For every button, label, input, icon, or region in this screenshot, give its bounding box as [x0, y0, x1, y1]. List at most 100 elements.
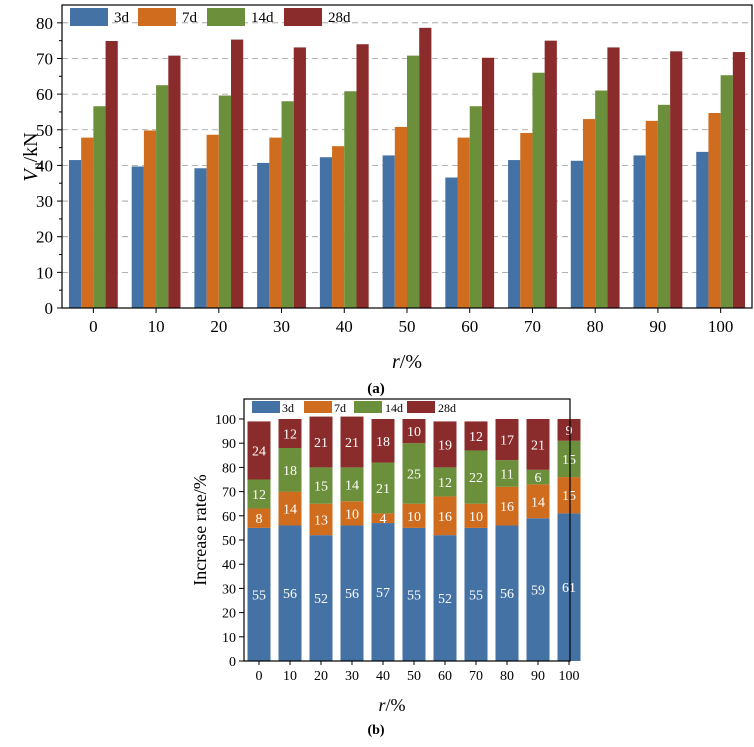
chart-a-bar-3d-r30 — [257, 162, 270, 308]
chart-a-bar-28d-r30 — [293, 47, 306, 309]
chart-a-bar-7d-r90 — [645, 120, 658, 309]
chart-b-data-label-3d-r60: 52 — [438, 592, 452, 607]
chart-b-bar-7d-r80 — [495, 486, 519, 526]
chart-a-bar-28d-r70 — [544, 40, 557, 308]
chart-b-data-label-7d-r90: 14 — [531, 495, 545, 510]
chart-a-bar-28d-r0 — [105, 41, 118, 308]
chart-a-bar-3d-r20 — [194, 168, 207, 308]
chart-a-x-ticks: 0 10 20 30 40 50 60 70 80 90 100 — [89, 308, 733, 336]
chart-a-bar-14d-r0 — [93, 106, 106, 309]
chart-a-xlabel-main: r — [392, 351, 400, 373]
chart-b-bar-7d-r50 — [402, 503, 426, 528]
chart-b-xtick-label: 20 — [314, 669, 328, 684]
chart-a-ytick-label: 70 — [36, 49, 53, 68]
chart-a-ytick-label: 80 — [36, 14, 53, 33]
chart-b-bar-3d-r80 — [495, 525, 519, 661]
chart-b-bar-28d-r100 — [557, 419, 581, 441]
chart-b-legend: 3d 7d 14d 28d — [252, 401, 456, 415]
chart-b-bar-14d-r100 — [557, 440, 581, 478]
chart-a-bar-7d-r50 — [394, 126, 407, 309]
chart-b-bar-7d-r100 — [557, 477, 581, 514]
chart-b-bar-14d-r50 — [402, 443, 426, 504]
chart-b-ytick-label: 90 — [222, 437, 236, 452]
chart-b-data-label-28d-r0: 24 — [252, 444, 266, 459]
chart-b-bar-3d-r10 — [278, 525, 302, 661]
chart-a-ylabel-unit: /kN — [20, 132, 42, 162]
chart-b-data-label-14d-r70: 22 — [469, 471, 483, 486]
chart-b-ytick-label: 0 — [229, 655, 236, 670]
chart-a-bar-7d-r10 — [143, 130, 157, 308]
chart-b-data-label-14d-r30: 14 — [345, 478, 359, 493]
chart-a-bar-14d-r60 — [469, 106, 482, 309]
chart-b-data-label-7d-r60: 16 — [438, 510, 452, 525]
chart-a-ytick-label: 60 — [36, 85, 53, 104]
chart-b-bar-14d-r30 — [340, 467, 364, 502]
chart-a-bar-28d-r90 — [670, 51, 683, 308]
chart-a-bar-28d-r80 — [607, 47, 620, 309]
chart-b-bar-14d-r90 — [526, 469, 550, 485]
legend-a-label-14d: 14d — [251, 10, 274, 26]
chart-b-data-label-14d-r40: 21 — [376, 482, 390, 497]
chart-b-data-label-14d-r60: 12 — [438, 476, 452, 491]
chart-b-ylabel: Increase rate/% — [190, 474, 210, 585]
chart-a-bar-7d-r0 — [81, 137, 94, 308]
chart-a-bar-3d-r100 — [696, 151, 709, 308]
chart-b-bars: 55 8 12 24 56 14 18 12 52 13 15 21 56 10 14 21 57 4 21 18 55… — [247, 416, 581, 661]
chart-a-bar-3d-r0 — [68, 160, 82, 308]
chart-a-ylabel-main: V — [20, 167, 42, 182]
chart-b-data-label-28d-r100: 9 — [566, 424, 573, 439]
chart-b-bar-7d-r0 — [247, 508, 271, 528]
chart-b-bar-7d-r40 — [371, 513, 395, 524]
chart-a-ytick-label: 50 — [36, 121, 53, 140]
chart-b-data-label-7d-r40: 4 — [380, 512, 387, 527]
chart-a-bar-14d-r70 — [532, 72, 545, 309]
chart-a-bar-14d-r20 — [218, 95, 232, 309]
chart-b-data-label-28d-r20: 21 — [314, 436, 328, 451]
legend-a-label-7d: 7d — [182, 10, 198, 26]
chart-b-data-label-7d-r30: 10 — [345, 507, 359, 522]
chart-b-ytick-label: 80 — [222, 461, 236, 476]
chart-b-bar-3d-r0 — [247, 527, 271, 661]
chart-b-data-label-28d-r70: 12 — [469, 430, 483, 445]
chart-b-bar-3d-r30 — [340, 525, 364, 661]
caption-b: (b) — [367, 723, 384, 738]
chart-b-xtick-label: 90 — [531, 669, 545, 684]
chart-b-bar-7d-r20 — [309, 503, 333, 536]
chart-b-bar-3d-r70 — [464, 527, 488, 661]
chart-b-data-label-14d-r100: 15 — [562, 453, 576, 468]
chart-b-bar-28d-r20 — [309, 416, 333, 468]
chart-b-bar-7d-r70 — [464, 503, 488, 528]
chart-b: 55 8 12 24 56 14 18 12 52 13 15 21 56 10 14 21 57 4 21 18 55… — [190, 398, 581, 738]
chart-a-bar-14d-r90 — [657, 104, 671, 308]
chart-a-xtick-label: 50 — [399, 317, 416, 336]
chart-b-data-label-3d-r100: 61 — [562, 581, 576, 596]
chart-b-bar-14d-r10 — [278, 448, 302, 492]
chart-b-data-label-14d-r80: 11 — [500, 467, 513, 482]
chart-a-bar-7d-r60 — [457, 137, 470, 308]
chart-b-data-label-14d-r0: 12 — [252, 488, 266, 503]
chart-b-xtick-label: 40 — [376, 669, 390, 684]
legend-a-swatch-28d — [284, 8, 322, 26]
caption-a: (a) — [367, 381, 385, 397]
chart-b-data-label-3d-r50: 55 — [407, 588, 421, 603]
chart-b-xtick-label: 60 — [438, 669, 452, 684]
chart-b-ytick-label: 50 — [222, 534, 236, 549]
legend-b-swatch-3d — [252, 401, 280, 413]
chart-b-data-label-28d-r50: 10 — [407, 425, 421, 440]
chart-b-xtick-label: 50 — [407, 669, 421, 684]
legend-a-swatch-3d — [70, 8, 108, 26]
chart-b-y-ticks: 0 10 20 30 40 50 60 70 80 90 100 — [215, 413, 244, 670]
chart-b-ytick-label: 10 — [222, 631, 236, 646]
chart-a-legend: 3d 7d 14d 28d — [70, 8, 351, 26]
chart-b-bar-3d-r50 — [402, 527, 426, 661]
chart-a-xlabel: r/% — [392, 351, 422, 373]
chart-a-bar-3d-r60 — [445, 177, 458, 308]
chart-b-ytick-label: 40 — [222, 558, 236, 573]
chart-a-bar-7d-r100 — [708, 113, 721, 308]
chart-b-xlabel-main: r — [378, 695, 386, 715]
chart-b-bar-28d-r70 — [464, 421, 488, 451]
legend-b-label-14d: 14d — [385, 401, 403, 415]
chart-b-xlabel-unit: /% — [386, 695, 406, 715]
